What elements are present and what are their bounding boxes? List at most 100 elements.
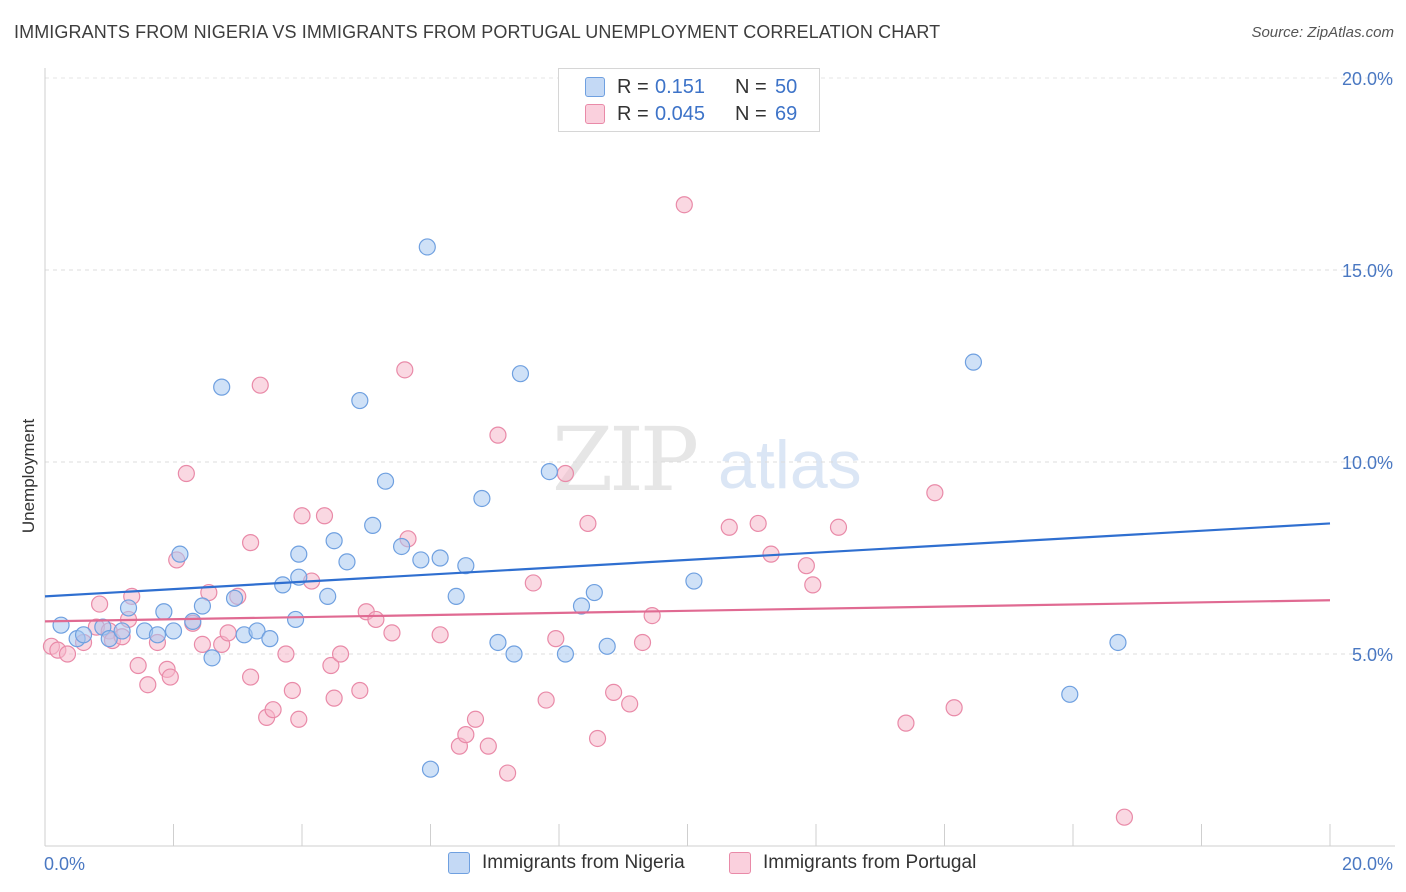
data-point — [511, 365, 530, 383]
data-point — [325, 689, 343, 707]
data-point — [431, 549, 449, 567]
data-point — [193, 635, 212, 654]
data-point — [129, 656, 147, 675]
data-point — [457, 726, 475, 744]
data-point — [286, 610, 305, 629]
data-point — [164, 622, 183, 640]
data-point — [219, 624, 237, 642]
data-point — [588, 729, 607, 748]
data-point — [540, 463, 558, 481]
data-point — [897, 714, 915, 732]
data-point — [383, 624, 401, 642]
data-point — [633, 633, 652, 652]
data-point — [331, 645, 350, 663]
data-point — [685, 572, 703, 590]
data-point — [52, 616, 70, 634]
legend-swatch-portugal — [585, 104, 605, 124]
data-point — [1061, 685, 1079, 703]
data-point — [421, 760, 440, 778]
data-point — [621, 695, 639, 713]
y-axis-title: Unemployment — [19, 419, 38, 534]
y-tick-label: 5.0% — [1352, 645, 1393, 665]
data-point — [749, 514, 767, 533]
data-point — [447, 587, 465, 606]
legend-item-portugal[interactable]: Immigrants from Portugal — [729, 852, 976, 874]
x-tick-label-start: 0.0% — [44, 854, 85, 874]
data-point — [505, 645, 523, 663]
legend-swatch-portugal — [729, 852, 751, 874]
data-point — [322, 656, 340, 675]
data-point — [720, 518, 738, 536]
legend-n-value: 69 — [775, 102, 798, 125]
legend-row-portugal: R = 0.045 N = 69 — [559, 101, 797, 127]
legend-n-label: N = — [735, 75, 767, 98]
data-point — [418, 238, 436, 256]
data-point — [367, 610, 385, 629]
legend-swatch-nigeria — [585, 77, 605, 97]
data-point — [248, 622, 266, 640]
data-point — [203, 649, 221, 667]
data-point — [479, 737, 497, 755]
trend-line — [44, 522, 1331, 598]
data-point — [572, 597, 591, 615]
trend-line — [44, 599, 1331, 623]
data-point — [274, 576, 292, 594]
data-point — [466, 710, 485, 728]
data-point — [58, 645, 77, 663]
data-point — [579, 514, 597, 533]
data-point — [524, 574, 542, 592]
data-point — [293, 507, 311, 525]
data-point — [184, 612, 202, 630]
data-point — [325, 532, 343, 550]
data-point — [351, 391, 369, 410]
tick-labels: 5.0% 10.0% 15.0% 20.0% 0.0% 20.0% Unemployment — [19, 69, 1393, 874]
data-point — [177, 464, 195, 483]
data-point — [964, 353, 983, 371]
legend-item-nigeria[interactable]: Immigrants from Nigeria — [448, 852, 685, 874]
grid-lines — [45, 77, 1395, 655]
data-point — [412, 551, 430, 569]
y-tick-label: 15.0% — [1342, 261, 1393, 281]
data-point — [91, 595, 109, 613]
trend-lines — [44, 522, 1331, 623]
chart-source: Source: ZipAtlas.com — [1251, 24, 1394, 41]
data-point — [113, 622, 131, 640]
data-point — [225, 589, 244, 607]
data-point — [499, 764, 517, 782]
data-point — [605, 683, 623, 702]
data-point — [338, 553, 356, 571]
data-point — [675, 196, 693, 214]
data-point — [242, 534, 260, 552]
data-point — [585, 583, 603, 602]
data-point — [1115, 808, 1134, 826]
data-point — [489, 426, 507, 444]
data-point — [1109, 633, 1127, 652]
data-point — [926, 484, 944, 502]
data-point — [396, 361, 414, 379]
legend-r-value: 0.151 — [655, 75, 706, 98]
data-point — [556, 645, 575, 663]
data-point — [119, 599, 138, 617]
legend-swatch-nigeria — [448, 852, 470, 874]
data-point — [171, 545, 189, 563]
series-legend: Immigrants from Nigeria Immigrants from … — [0, 852, 1406, 878]
legend-label-nigeria: Immigrants from Nigeria — [482, 852, 685, 873]
watermark-zip: ZIP — [552, 408, 699, 511]
x-tick-label-end: 20.0% — [1342, 854, 1393, 874]
data-point — [315, 507, 334, 525]
data-point — [148, 626, 167, 644]
legend-r-value: 0.045 — [655, 102, 706, 125]
data-point — [100, 630, 118, 648]
legend-n-label: N = — [735, 102, 767, 125]
data-point — [213, 378, 231, 396]
data-point — [261, 630, 279, 648]
y-tick-label: 10.0% — [1342, 453, 1393, 473]
data-point — [829, 518, 848, 536]
data-point — [547, 630, 565, 648]
data-point — [277, 645, 295, 663]
legend-row-nigeria: R = 0.151 N = 50 — [559, 74, 797, 100]
data-point — [290, 545, 308, 563]
correlation-legend: R = 0.151 N = 50 R = 0.045 N = 69 — [558, 68, 820, 132]
data-point — [242, 668, 260, 686]
data-point — [290, 710, 308, 728]
